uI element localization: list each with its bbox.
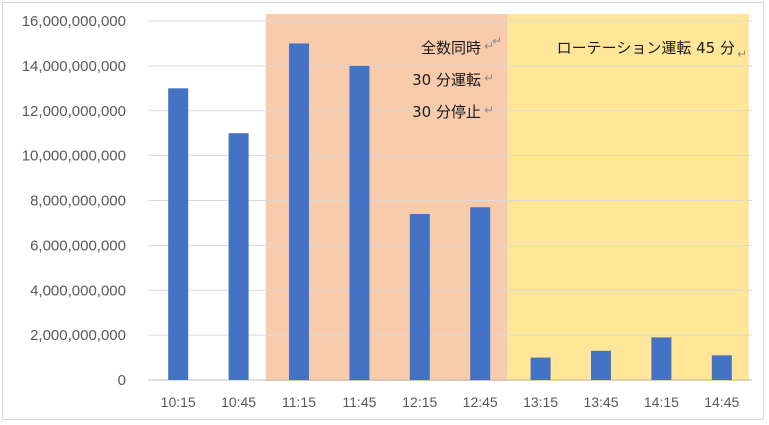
paragraph-mark: ↵ [492,34,502,48]
x-tick-label: 12:15 [402,394,437,410]
bar [591,350,611,380]
bar [168,88,189,380]
bar [289,43,309,380]
region-annotation-line: 30 分運転 [412,71,481,89]
x-tick-label: 13:15 [523,394,558,410]
x-tick-label: 14:15 [644,394,679,410]
gridlines [148,20,752,381]
bar [470,207,491,380]
y-tick-label: 10,000,000,000 [22,148,126,165]
bar [530,357,551,380]
y-tick-label: 12,000,000,000 [22,103,126,120]
bar [228,133,249,380]
x-tick-label: 10:45 [221,394,256,410]
y-tick-label: 0 [118,372,126,389]
bar [711,355,732,380]
x-tick-label: 13:45 [583,394,618,410]
region-annotations: 全数同時 ↵30 分運転 ↵30 分停止 ↵ローテーション運転 45 分 ↵↵ [412,34,747,121]
bar [409,213,430,380]
bar [651,337,672,380]
paragraph-mark: ↵ [484,103,494,117]
y-tick-label: 16,000,000,000 [22,13,126,30]
highlight-regions [265,14,749,381]
y-tick-label: 6,000,000,000 [30,237,126,254]
region-annotation-line: 全数同時 [421,39,481,57]
paragraph-mark: ↵ [484,71,494,85]
y-tick-label: 4,000,000,000 [30,282,126,299]
x-axis: 10:15 10:45 11:15 11:45 12:15 12:45 13:15 13:45… [161,394,740,410]
x-tick-label: 14:45 [704,394,739,410]
y-tick-label: 14,000,000,000 [22,58,126,75]
y-axis: 0 2,000,000,000 4,000,000,000 6,000,000,000… [22,13,126,389]
region-annotation-line: 30 分停止 [412,103,481,121]
bar [349,65,370,380]
x-tick-label: 12:45 [463,394,498,410]
region-band [507,14,749,381]
x-tick-label: 11:15 [282,394,316,410]
x-tick-label: 11:45 [342,394,376,410]
bars [168,43,732,380]
x-tick-label: 10:15 [161,394,196,410]
y-tick-label: 2,000,000,000 [30,327,126,344]
region-annotation-line: ローテーション運転 45 分 [557,39,735,57]
paragraph-mark: ↵ [737,47,747,61]
paragraph-mark: ↵ [484,39,494,53]
y-tick-label: 8,000,000,000 [30,193,126,210]
